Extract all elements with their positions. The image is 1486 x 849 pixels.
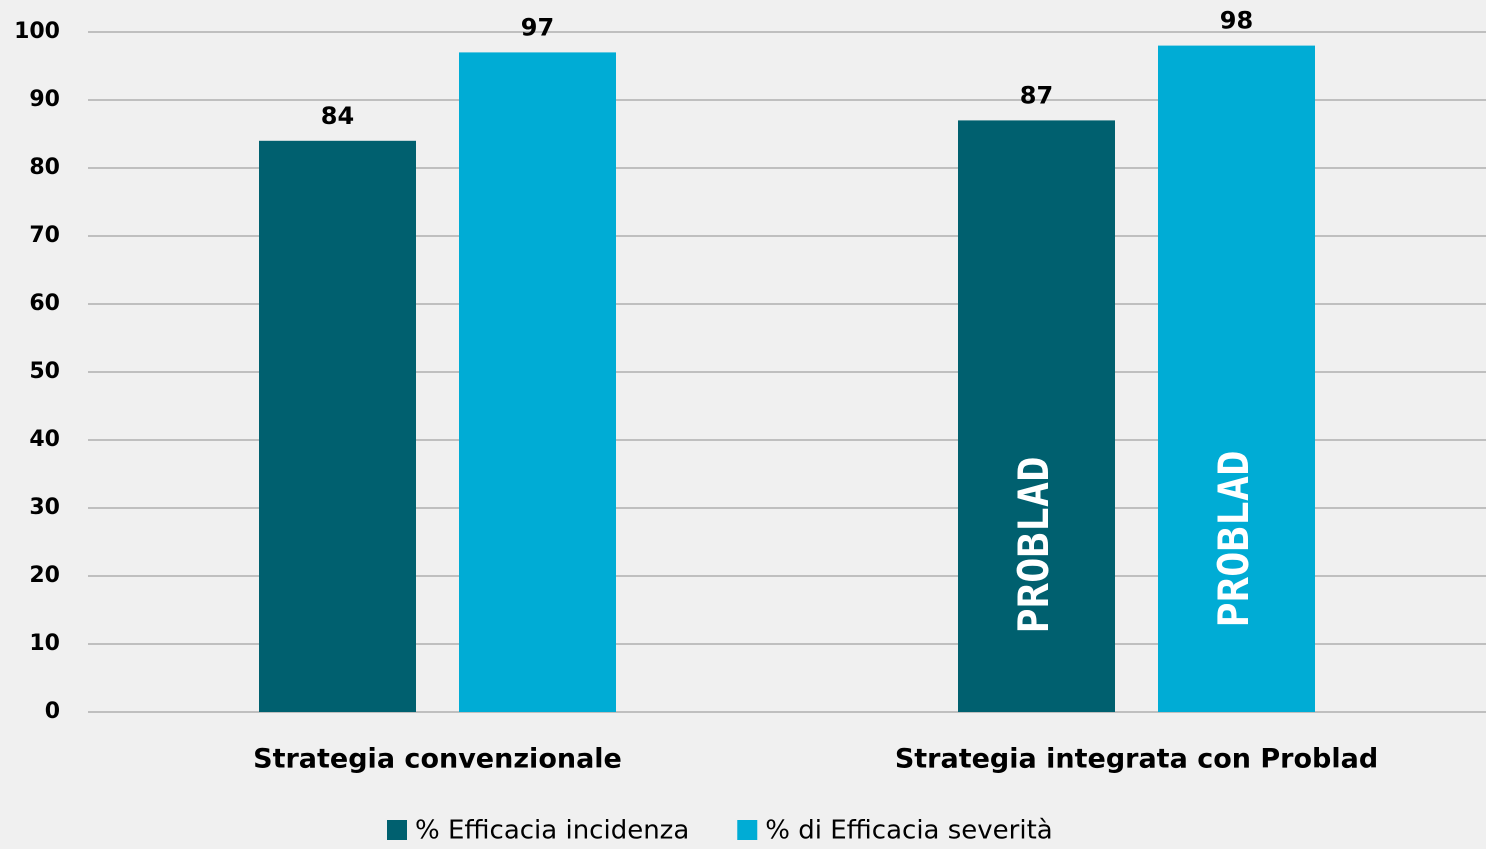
y-tick-label: 80 — [29, 155, 60, 180]
legend-swatch — [737, 820, 758, 840]
data-label: 97 — [521, 13, 554, 41]
bar — [259, 140, 416, 713]
data-label: 84 — [321, 102, 354, 130]
y-tick-label: 100 — [14, 19, 60, 44]
data-label: 98 — [1220, 7, 1253, 35]
y-tick-label: 60 — [29, 291, 60, 316]
y-tick-label: 70 — [29, 223, 60, 248]
y-tick-label: 90 — [29, 87, 60, 112]
bar — [459, 52, 616, 712]
y-tick-label: 30 — [29, 495, 60, 520]
x-tick-label: Strategia integrata con Problad — [895, 744, 1378, 775]
legend-label: % Efficacia incidenza — [415, 816, 689, 846]
legend-label: % di Efficacia severità — [765, 816, 1052, 846]
y-tick-label: 40 — [29, 427, 60, 452]
y-tick-label: 0 — [45, 699, 60, 724]
y-tick-label: 50 — [29, 359, 60, 384]
y-tick-label: 20 — [29, 563, 60, 588]
bar-logo: PROBLAD — [1009, 456, 1058, 633]
x-tick-label: Strategia convenzionale — [253, 744, 622, 775]
legend-swatch — [387, 820, 407, 840]
data-label: 87 — [1020, 81, 1053, 109]
bar — [958, 120, 1115, 712]
bar — [1158, 45, 1315, 713]
bar-logo: PROBLAD — [1209, 450, 1258, 627]
y-tick-label: 10 — [29, 631, 60, 656]
